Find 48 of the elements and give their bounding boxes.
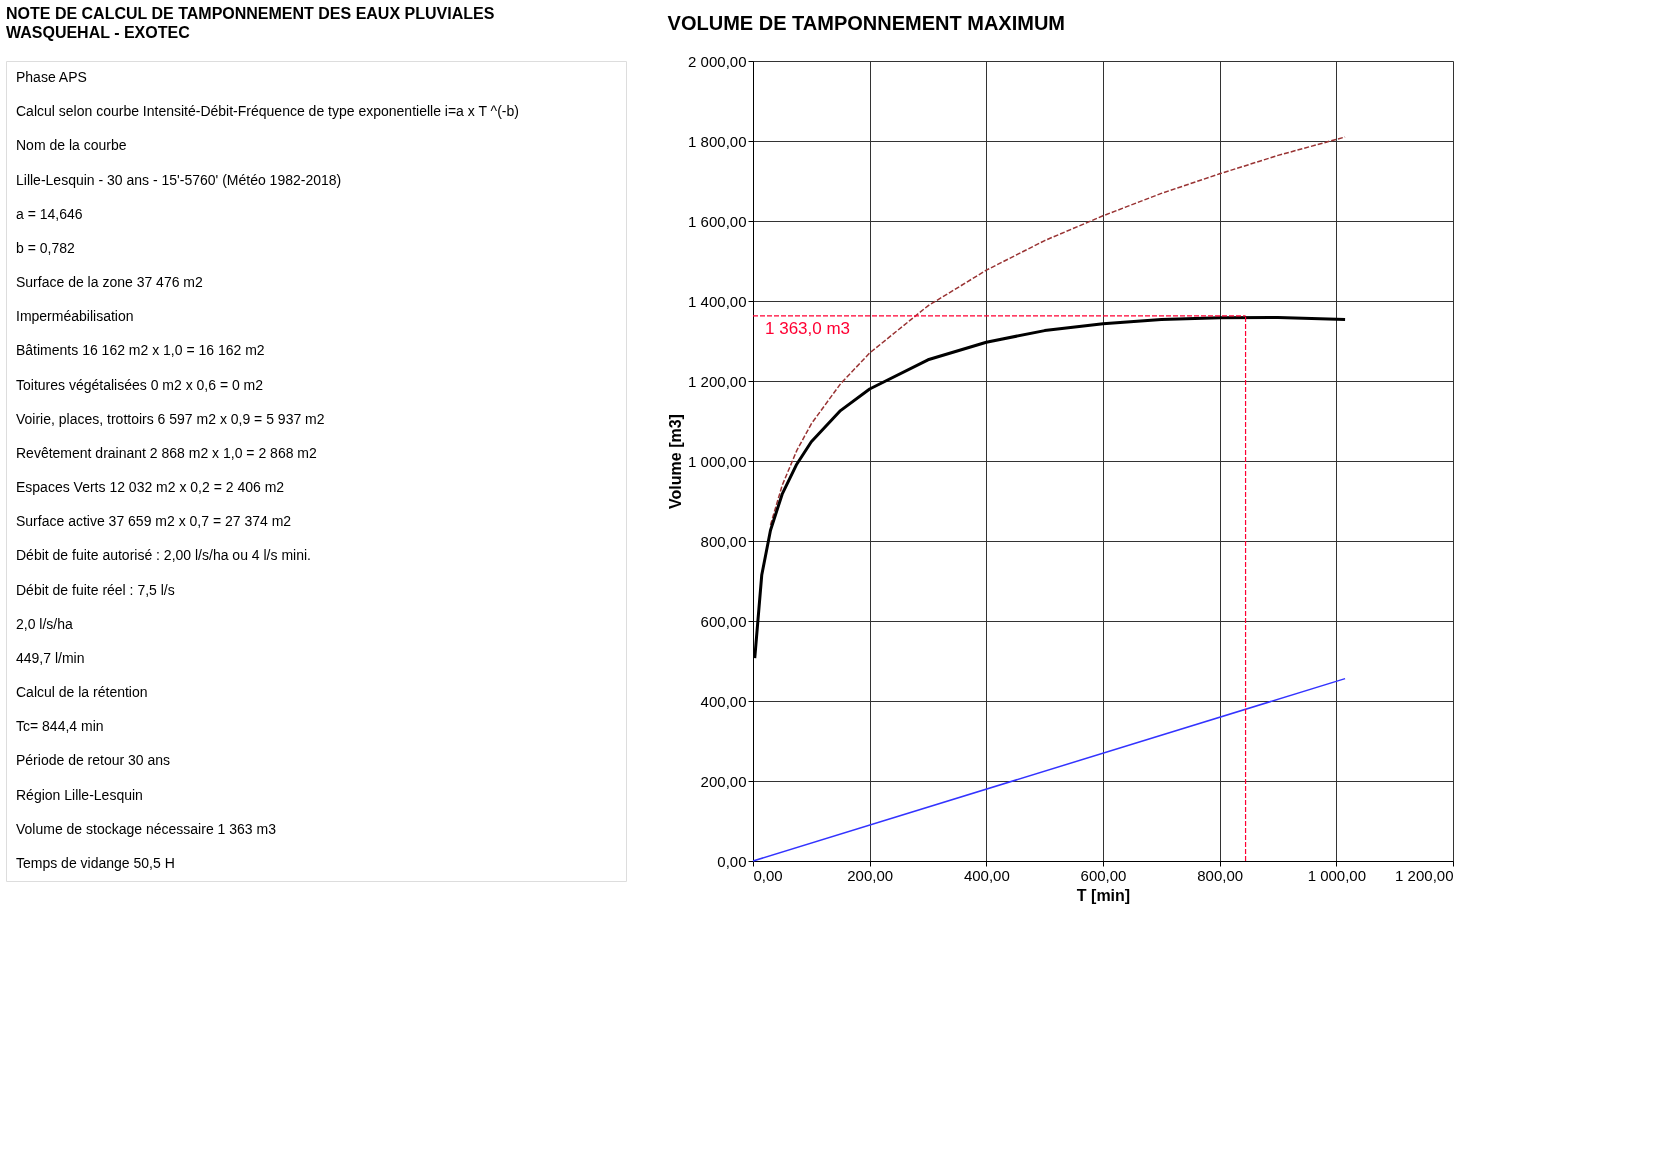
text: b = 0,782 [16,239,75,256]
text: Volume de stockage nécessaire 1 363 m3 [16,820,277,837]
x-tick-label: 0,00 [753,866,783,884]
y-tick-label: 800,00 [700,532,747,550]
text: NOTE DE CALCUL DE TAMPONNEMENT DES EAUX PLUVIALES [6,5,495,22]
y-tick-label: 1 600,00 [688,212,747,230]
text: Toitures végétalisées 0 m2 x 0,6 = 0 m2 [16,376,264,393]
text: Région Lille-Lesquin [16,786,143,803]
text: Calcul de la rétention [16,684,148,701]
text: Revêtement drainant 2 868 m2 x 1,0 = 2 868 m2 [16,444,318,461]
text: Bâtiments 16 162 m2 x 1,0 = 16 162 m2 [16,342,265,359]
text: Débit de fuite autorisé : 2,00 l/s/ha ou 4 l/s mini. [16,547,311,564]
y-tick-label: 2 000,00 [688,52,747,70]
text: Temps de vidange 50,5 H [16,854,175,871]
text: Espaces Verts 12 032 m2 x 0,2 = 2 406 m2 [16,479,285,496]
text: 449,7 l/min [16,649,85,666]
text: WASQUEHAL - EXOTEC [6,24,191,41]
y-tick-label: 1 000,00 [688,452,747,470]
chart-title: VOLUME DE TAMPONNEMENT MAXIMUM [667,12,1066,34]
y-axis-title: Volume [m3] [667,414,685,509]
text: Surface active 37 659 m2 x 0,7 = 27 374 m2 [16,513,292,530]
x-tick-label: 1 200,00 [1395,866,1454,884]
y-tick-label: 200,00 [700,772,747,790]
text: Lille-Lesquin - 30 ans - 15'-5760' (Météo 1982-2018) [16,171,342,188]
text: 2,0 l/s/ha [16,615,74,632]
text: Voirie, places, trottoirs 6 597 m2 x 0,9 = 5 937 m2 [16,410,325,427]
x-tick-label: 200,00 [847,866,894,884]
text: Surface de la zone 37 476 m2 [16,274,204,291]
y-tick-label: 1 200,00 [688,372,747,390]
x-tick-label: 1 000,00 [1307,866,1367,884]
y-tick-label: 1 800,00 [688,132,747,150]
text: Nom de la courbe [16,137,127,154]
y-tick-label: 0,00 [717,852,747,870]
x-axis-title: T [min] [1076,886,1131,904]
text: Calcul selon courbe Intensité-Débit-Fréquence de type exponentielle i=a x T ^(-b) [16,103,519,120]
x-tick-label: 600,00 [1080,866,1127,884]
text: Phase APS [16,69,87,86]
x-tick-label: 800,00 [1197,866,1244,884]
y-tick-label: 400,00 [700,692,747,710]
x-tick-label: 400,00 [963,866,1010,884]
ref-line-label: 1 363,0 m3 [765,318,851,338]
text: Période de retour 30 ans [16,752,171,769]
text: Tc= 844,4 min [16,718,104,735]
text: Débit de fuite réel : 7,5 l/s [16,581,175,598]
text: a = 14,646 [16,205,83,222]
y-tick-label: 1 400,00 [688,292,747,310]
y-tick-label: 600,00 [700,612,747,630]
text: Imperméabilisation [16,308,134,325]
